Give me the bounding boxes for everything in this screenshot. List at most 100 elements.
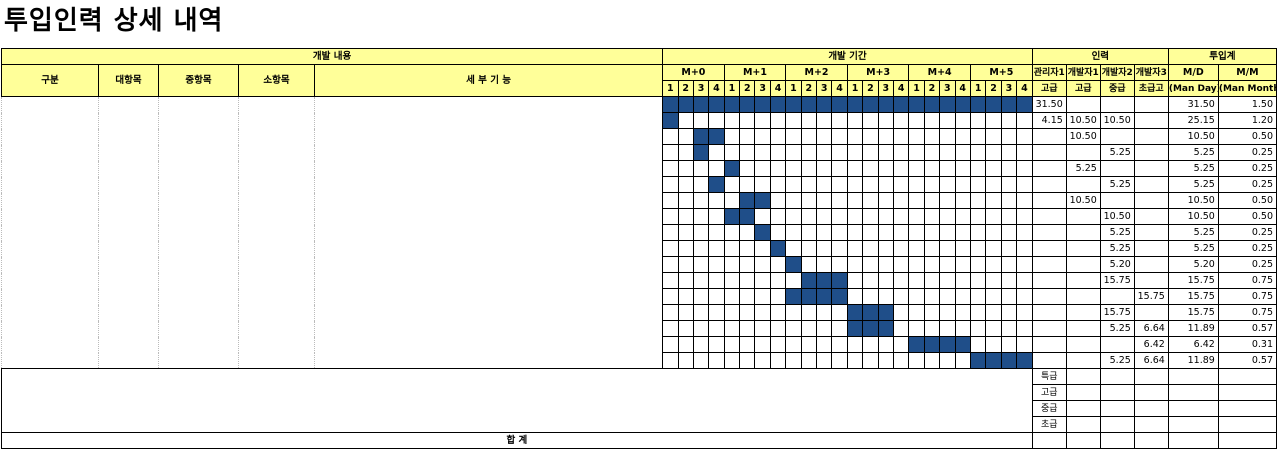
week-cell [1016, 256, 1033, 273]
week-cell [908, 176, 925, 193]
week-cell [785, 144, 802, 161]
week-cell [939, 208, 956, 225]
week-cell [969, 192, 987, 209]
week-cell [939, 256, 956, 273]
staff-cell: 10.50 [1099, 208, 1135, 225]
week-cell [1000, 272, 1018, 289]
week-cell [1000, 240, 1018, 257]
week-cell [908, 336, 925, 353]
week-cell [816, 144, 833, 161]
summary-cell [1217, 416, 1278, 433]
week-cell [846, 352, 864, 369]
week-cell [831, 352, 848, 369]
week-cell [739, 144, 756, 161]
grade-header: 고급 [1031, 80, 1067, 97]
sum-cell [1065, 432, 1101, 449]
month-header: M+4 [908, 64, 971, 81]
week-cell [846, 336, 864, 353]
row: 1 2 3 4 1 2 3 4 1 2 3 4 1 2 3 4 1 2 3 4 1 2 3 4 고급 고급 중급 초급고 (Man Da… [2, 80, 1278, 97]
week-cell [1000, 192, 1018, 209]
week-cell [692, 128, 710, 145]
staff-cell [1031, 224, 1067, 241]
week-cell [1000, 224, 1018, 241]
week-cell [769, 96, 787, 113]
week-cell [1000, 112, 1018, 129]
row: 특급 [1, 368, 1278, 433]
content-cell [98, 304, 160, 321]
staff-cell [1133, 160, 1169, 177]
content-cell [158, 320, 240, 337]
week-cell [908, 160, 925, 177]
staff-cell: 10.50 [1065, 192, 1101, 209]
week-cell [739, 352, 756, 369]
week-cell [754, 304, 771, 321]
week-cell [769, 176, 787, 193]
week-cell [816, 288, 833, 305]
week-cell [677, 256, 694, 273]
week-cell [846, 240, 864, 257]
staff-cell [1031, 352, 1067, 369]
content-cell [0, 256, 100, 273]
content-cell [98, 320, 160, 337]
week-cell [708, 256, 725, 273]
md-header: M/D [1167, 64, 1219, 81]
week-cell [862, 272, 879, 289]
week-header: 1 [846, 80, 864, 97]
row: 15.75 15.75 0.75 [0, 272, 1278, 289]
summary-cell [1217, 368, 1278, 385]
content-cell [158, 96, 240, 113]
week-cell [954, 224, 971, 241]
week-cell [862, 112, 879, 129]
week-cell [677, 96, 694, 113]
week-cell [985, 336, 1002, 353]
week-header: 3 [692, 80, 710, 97]
week-header: 4 [769, 80, 787, 97]
week-cell [785, 160, 802, 177]
staff-cell [1031, 144, 1067, 161]
week-cell [692, 320, 710, 337]
week-header: 2 [677, 80, 694, 97]
week-cell [862, 240, 879, 257]
week-cell [785, 96, 802, 113]
week-cell [892, 128, 910, 145]
header-staff: 인력 [1031, 48, 1169, 65]
content-cell [314, 336, 664, 353]
week-cell [892, 288, 910, 305]
staff-cell: 4.15 [1031, 112, 1067, 129]
week-cell [1016, 160, 1033, 177]
week-cell [862, 176, 879, 193]
row: 5.25 5.25 0.25 [0, 240, 1278, 257]
staff-cell [1065, 256, 1101, 273]
staff-cell [1031, 208, 1067, 225]
content-cell [314, 240, 664, 257]
content-cell [238, 176, 316, 193]
md-cell: 5.25 [1167, 176, 1219, 193]
row: 5.25 5.25 0.25 [0, 144, 1278, 161]
week-cell [892, 272, 910, 289]
week-cell [1000, 352, 1018, 369]
week-cell [754, 288, 771, 305]
week-cell [800, 112, 818, 129]
staff-cell [1065, 288, 1101, 305]
week-cell [969, 240, 987, 257]
week-cell [662, 160, 679, 177]
week-cell [692, 192, 710, 209]
sum-cell [1031, 432, 1067, 449]
week-cell [923, 192, 941, 209]
week-cell [908, 96, 925, 113]
content-cell [98, 176, 160, 193]
summary-cell [1099, 368, 1135, 385]
week-cell [985, 304, 1002, 321]
week-cell [1000, 320, 1018, 337]
week-cell [923, 352, 941, 369]
week-cell [939, 96, 956, 113]
week-cell [662, 112, 679, 129]
week-cell [862, 96, 879, 113]
week-cell [969, 256, 987, 273]
week-cell [892, 240, 910, 257]
content-cell [158, 240, 240, 257]
content-cell [314, 96, 664, 113]
week-cell [708, 304, 725, 321]
week-cell [892, 256, 910, 273]
staff-cell [1031, 128, 1067, 145]
